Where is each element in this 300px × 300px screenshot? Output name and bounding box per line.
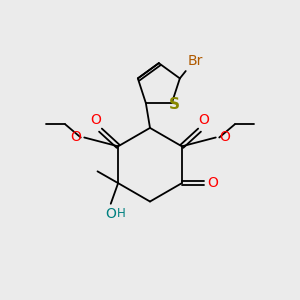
Text: S: S: [169, 97, 180, 112]
Text: O: O: [70, 130, 81, 145]
Text: O: O: [208, 176, 218, 190]
Text: Br: Br: [187, 54, 202, 68]
Text: O: O: [219, 130, 230, 145]
Text: O: O: [91, 112, 101, 127]
Text: O: O: [105, 207, 116, 221]
Text: O: O: [199, 112, 209, 127]
Text: H: H: [117, 207, 126, 220]
